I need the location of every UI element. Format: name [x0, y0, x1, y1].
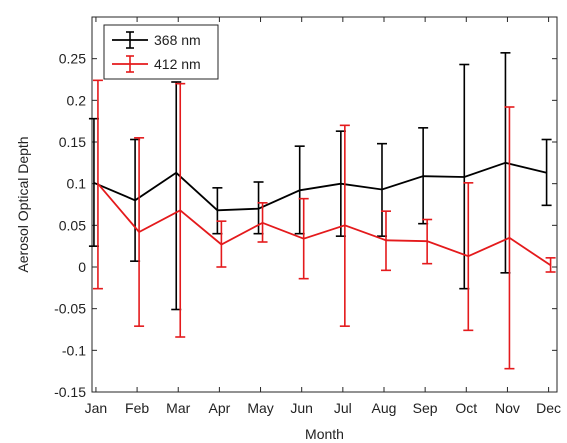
- x-tick-label: Oct: [455, 400, 477, 416]
- y-tick-label: 0.05: [59, 217, 86, 233]
- series-line: [93, 161, 547, 212]
- legend-label: 412 nm: [154, 56, 201, 72]
- y-tick-label: 0.15: [59, 134, 86, 150]
- x-tick-label: Aug: [372, 400, 397, 416]
- y-tick-label: 0: [78, 259, 86, 275]
- x-tick-label: Jun: [290, 400, 313, 416]
- x-tick-label: Feb: [125, 400, 149, 416]
- x-tick-label: May: [247, 400, 273, 416]
- x-tick-label: Apr: [208, 400, 230, 416]
- x-tick-label: Mar: [166, 400, 190, 416]
- x-tick-label: Dec: [536, 400, 561, 416]
- y-tick-label: 0.25: [59, 51, 86, 67]
- legend: 368 nm 412 nm: [103, 24, 219, 80]
- y-axis: -0.15 -0.1 -0.05 0 0.05 0.1 0.15 0.2 0.25: [54, 51, 557, 400]
- y-tick-label: 0.1: [67, 176, 87, 192]
- y-tick-label: -0.1: [62, 342, 86, 358]
- x-axis-label: Month: [305, 426, 344, 442]
- series-layer: [88, 52, 556, 370]
- series-1: [92, 79, 556, 370]
- x-tick-label: Jul: [334, 400, 352, 416]
- x-tick-label: Nov: [495, 400, 520, 416]
- series-line: [97, 183, 552, 267]
- x-tick-label: Sep: [413, 400, 438, 416]
- legend-label: 368 nm: [154, 32, 201, 48]
- y-tick-label: -0.15: [54, 384, 86, 400]
- legend-box: [103, 24, 219, 80]
- y-axis-label: Aerosol Optical Depth: [15, 136, 31, 272]
- x-axis: Jan Feb Mar Apr May Jun Jul Aug Sep Oct Nov Dec: [85, 17, 561, 416]
- y-tick-label: -0.05: [54, 301, 86, 317]
- x-tick-label: Jan: [85, 400, 108, 416]
- y-tick-label: 0.2: [67, 92, 87, 108]
